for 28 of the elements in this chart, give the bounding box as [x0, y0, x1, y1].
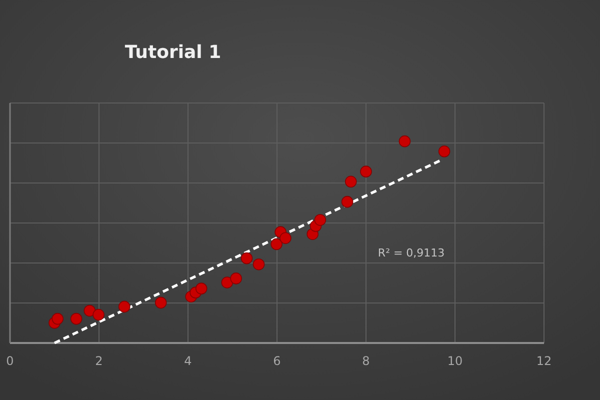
x-tick-label: 8 [362, 354, 370, 368]
x-tick-label: 6 [273, 354, 281, 368]
point [84, 304, 96, 317]
point [195, 282, 208, 294]
point [252, 258, 265, 270]
annotation: R² = 0,9113 [378, 246, 445, 260]
point [344, 176, 357, 188]
point [280, 232, 292, 244]
point [70, 312, 82, 325]
x-tick-label: 10 [447, 354, 463, 368]
x-tick-label: 0 [6, 354, 14, 368]
x-tick-label: 4 [184, 354, 192, 368]
chart-title: Tutorial 1 [124, 42, 222, 63]
point [92, 308, 104, 321]
point [438, 146, 450, 158]
point [221, 276, 234, 288]
point [240, 252, 253, 264]
point [52, 312, 64, 325]
point [360, 166, 372, 178]
x-tick-label: 2 [95, 354, 103, 368]
point [154, 296, 167, 309]
x-tick-label: 12 [536, 354, 552, 368]
point [230, 272, 242, 284]
point [118, 300, 130, 313]
point [341, 196, 354, 208]
point [314, 214, 326, 226]
point [270, 238, 282, 250]
point [398, 135, 411, 148]
